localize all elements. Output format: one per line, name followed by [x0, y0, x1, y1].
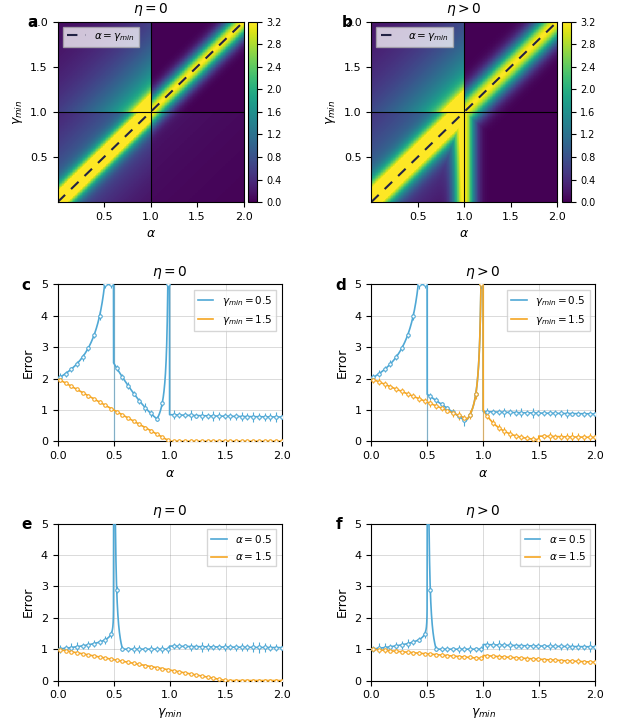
- Text: e: e: [22, 518, 32, 532]
- Title: $\eta > 0$: $\eta > 0$: [465, 264, 501, 281]
- Legend: $\alpha = 0.5$, $\alpha = 1.5$: $\alpha = 0.5$, $\alpha = 1.5$: [520, 529, 590, 566]
- Text: f: f: [335, 518, 342, 532]
- Legend: $\gamma_{min} = 0.5$, $\gamma_{min} = 1.5$: $\gamma_{min} = 0.5$, $\gamma_{min} = 1.…: [193, 290, 276, 331]
- Title: $\eta = 0$: $\eta = 0$: [152, 264, 188, 281]
- Title: $\eta > 0$: $\eta > 0$: [465, 503, 501, 521]
- X-axis label: $\alpha$: $\alpha$: [164, 466, 175, 479]
- Y-axis label: Error: Error: [336, 587, 349, 618]
- X-axis label: $\gamma_{min}$: $\gamma_{min}$: [157, 706, 182, 720]
- Legend: $\alpha = 0.5$, $\alpha = 1.5$: $\alpha = 0.5$, $\alpha = 1.5$: [207, 529, 276, 566]
- Text: c: c: [22, 278, 31, 293]
- X-axis label: $\alpha$: $\alpha$: [478, 466, 488, 479]
- Title: $\eta = 0$: $\eta = 0$: [152, 503, 188, 521]
- X-axis label: $\alpha$: $\alpha$: [459, 227, 469, 240]
- Text: d: d: [335, 278, 346, 293]
- Y-axis label: Error: Error: [22, 587, 35, 618]
- Text: b: b: [342, 14, 353, 30]
- X-axis label: $\alpha$: $\alpha$: [145, 227, 156, 240]
- X-axis label: $\gamma_{min}$: $\gamma_{min}$: [470, 706, 496, 720]
- Legend: $\alpha = \gamma_{min}$: $\alpha = \gamma_{min}$: [376, 27, 452, 47]
- Title: $\eta > 0$: $\eta > 0$: [446, 1, 482, 18]
- Y-axis label: Error: Error: [22, 348, 35, 378]
- Y-axis label: $\gamma_{min}$: $\gamma_{min}$: [11, 99, 24, 125]
- Legend: $\alpha = \gamma_{min}$: $\alpha = \gamma_{min}$: [63, 27, 139, 47]
- Title: $\eta = 0$: $\eta = 0$: [132, 1, 168, 18]
- Text: a: a: [28, 14, 38, 30]
- Legend: $\gamma_{min} = 0.5$, $\gamma_{min} = 1.5$: $\gamma_{min} = 0.5$, $\gamma_{min} = 1.…: [507, 290, 590, 331]
- Y-axis label: Error: Error: [336, 348, 349, 378]
- Y-axis label: $\gamma_{min}$: $\gamma_{min}$: [324, 99, 338, 125]
